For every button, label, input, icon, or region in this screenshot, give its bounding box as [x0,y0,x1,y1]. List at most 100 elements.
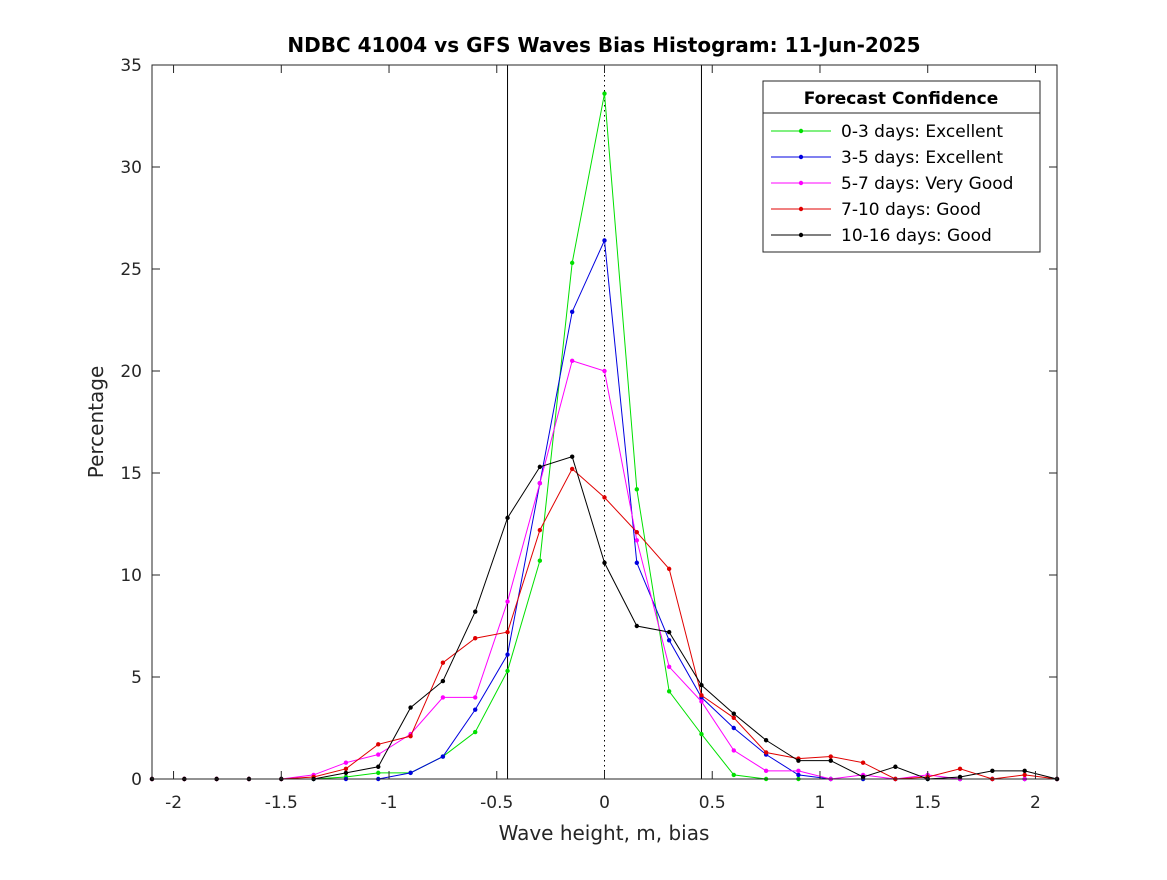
y-tick-label: 30 [120,158,142,178]
data-point [666,566,672,572]
data-point [537,527,543,533]
data-point [602,238,607,243]
data-point [666,664,672,669]
legend-swatch-marker [798,180,804,186]
data-point [731,725,736,731]
legend-swatch-marker [798,154,804,160]
y-tick-label: 35 [120,56,142,76]
data-point [731,715,736,720]
data-point [569,260,575,266]
data-point [828,758,833,763]
data-point [569,358,575,363]
data-point [699,699,704,704]
data-point [602,368,607,374]
legend-entry-label: 5-7 days: Very Good [841,174,1013,194]
data-point [376,770,381,776]
x-tick-label: 1.5 [914,793,941,813]
data-point [634,560,640,565]
y-tick-label: 10 [120,566,142,586]
data-point [408,705,413,710]
data-point [505,629,510,635]
x-tick-label: -0.5 [480,793,513,813]
x-tick-label: 0.5 [699,793,726,813]
data-point [537,558,543,563]
data-point [763,738,769,743]
data-point [440,695,446,700]
data-point [666,638,672,643]
data-point [957,774,963,780]
data-point [440,660,446,665]
y-tick-label: 20 [120,362,142,382]
data-point [634,529,640,535]
data-point [473,729,478,735]
y-tick-label: 25 [120,260,142,280]
data-point [731,772,736,778]
legend-swatch-marker [798,128,804,134]
x-axis-label: Wave height, m, bias [499,821,710,845]
legend-box [762,80,1041,253]
data-point [505,668,510,674]
legend-entry-label: 3-5 days: Excellent [841,148,1003,168]
data-point [440,754,446,759]
data-point [699,731,704,737]
chart-title: NDBC 41004 vs GFS Waves Bias Histogram: … [287,33,920,57]
data-point [699,682,704,688]
data-point [634,487,640,492]
legend: Forecast Confidence 0-3 days: Excellent 3… [762,80,1041,253]
y-tick-label: 0 [131,770,142,790]
data-point [343,770,349,776]
data-point [537,464,543,470]
data-point [602,560,607,565]
data-point [569,309,575,315]
data-point [957,766,963,771]
legend-title: Forecast Confidence [804,89,999,109]
legend-entry-label: 7-10 days: Good [841,200,981,220]
data-point [376,752,381,757]
data-point [634,623,640,629]
data-point [505,515,510,521]
data-point [763,750,769,755]
legend-entry-label: 0-3 days: Excellent [841,122,1003,142]
y-tick-label: 15 [120,464,142,484]
data-point [796,768,801,774]
x-tick-label: -2 [165,793,182,813]
data-point [666,689,672,694]
data-point [376,764,381,769]
data-point [763,768,769,774]
data-point [990,768,995,774]
data-point [699,693,704,698]
data-point [473,707,478,712]
x-tick-label: 2 [1030,793,1041,813]
x-tick-label: 1 [815,793,826,813]
data-point [634,538,640,543]
data-point [473,609,478,614]
data-point [828,754,833,759]
legend-swatch-marker [798,232,804,238]
x-tick-label: 0 [599,793,610,813]
y-axis-label: Percentage [84,366,108,479]
x-tick-label: -1.5 [265,793,298,813]
data-point [860,760,866,765]
data-point [505,652,510,657]
data-point [537,481,543,486]
data-point [473,636,478,641]
data-point [666,629,672,635]
legend-entry-label: 10-16 days: Good [841,226,992,246]
data-point [505,599,510,604]
data-point [376,742,381,747]
y-tick-label: 5 [131,668,142,688]
data-point [731,748,736,753]
legend-swatch-marker [798,206,804,212]
data-point [860,774,866,780]
data-point [731,711,736,716]
data-point [343,766,349,771]
data-point [1022,772,1027,778]
data-point [343,760,349,765]
data-point [408,770,413,776]
data-point [1022,768,1027,774]
data-point [473,695,478,700]
data-point [602,91,607,96]
x-tick-label: -1 [381,793,398,813]
